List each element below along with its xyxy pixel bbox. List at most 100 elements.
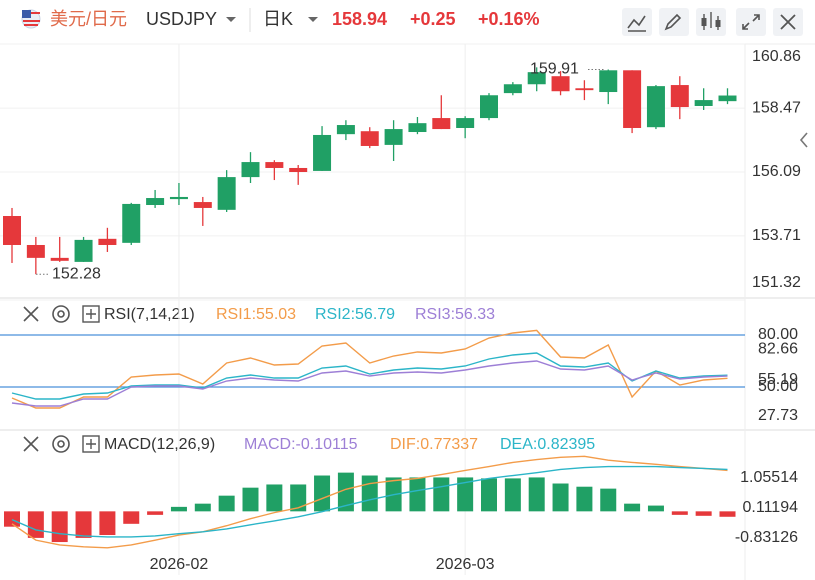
candle-body	[575, 88, 594, 91]
macd-bar	[218, 495, 235, 512]
candle-body	[289, 167, 308, 172]
candle-body	[217, 177, 236, 210]
candle-body	[98, 238, 117, 245]
candle-body	[169, 196, 188, 200]
y-tick-label: 82.66	[758, 341, 798, 358]
x-tick-label: 2026-02	[150, 556, 209, 573]
collapse-arrow[interactable]	[799, 132, 808, 148]
chart-type-icon	[701, 18, 707, 26]
fullscreen-button[interactable]	[736, 8, 766, 36]
remove-icon[interactable]	[23, 436, 39, 452]
rsi-title: RSI(7,14,21)	[104, 306, 195, 323]
add-icon	[86, 309, 96, 319]
macd-bar	[481, 478, 497, 512]
macd-line	[11, 465, 728, 538]
candle-body	[408, 123, 427, 133]
add-icon[interactable]	[82, 435, 100, 453]
price: 158.94	[332, 9, 387, 29]
candle-body	[646, 86, 665, 128]
y-tick-label: 27.73	[758, 407, 798, 424]
macd-bar	[170, 506, 187, 512]
macd-bar	[695, 511, 712, 516]
macd-bar	[75, 511, 92, 538]
fullscreen-icon	[742, 14, 760, 30]
macd-header-icons	[23, 435, 100, 453]
macd-bar	[147, 511, 164, 515]
close-icon	[780, 14, 796, 30]
rsi-line	[11, 352, 728, 400]
legend-entry: MACD:-0.10115	[244, 436, 358, 453]
legend-entry: DEA:0.82395	[500, 436, 595, 453]
candle-body	[336, 125, 355, 135]
macd-title: MACD(12,26,9)	[104, 436, 215, 453]
flag-canton	[22, 10, 31, 18]
candle-body	[265, 162, 284, 168]
candle-body	[718, 95, 737, 102]
macd-bar	[624, 503, 641, 512]
macd-bar	[361, 475, 378, 512]
candle-body	[241, 162, 260, 178]
candle-body	[503, 84, 522, 94]
settings-icon	[57, 440, 65, 448]
pair-name[interactable]: 美元/日元	[50, 9, 127, 29]
chart-type-icon	[715, 20, 721, 27]
settings-icon[interactable]	[52, 305, 70, 323]
min-label: 152.28	[52, 265, 101, 282]
macd-bar	[576, 486, 593, 512]
add-icon[interactable]	[82, 305, 100, 323]
candle-body	[384, 129, 403, 145]
candle-body	[313, 134, 332, 171]
symbol[interactable]: USDJPY	[146, 9, 217, 29]
macd-bar	[51, 511, 68, 543]
dropdown-arrow[interactable]	[308, 17, 318, 22]
toolbar	[622, 8, 803, 36]
change: +0.25	[410, 9, 456, 29]
macd-bar	[337, 472, 354, 512]
candle-body	[3, 216, 21, 245]
macd-bar	[457, 477, 474, 512]
candle-body	[599, 70, 618, 93]
macd-bar	[314, 475, 331, 512]
indicator-icon	[627, 15, 646, 32]
macd-bar	[266, 484, 283, 512]
add-icon	[86, 439, 96, 449]
candle-body	[50, 257, 69, 261]
y-tick-label: 55.19	[758, 371, 798, 388]
candle-body	[146, 198, 165, 206]
candle-body	[360, 131, 379, 146]
candle-body	[74, 239, 93, 262]
macd-bar	[27, 511, 44, 538]
y-tick-label: 156.09	[752, 163, 801, 180]
macd-bar	[242, 487, 259, 512]
macd-line	[11, 455, 728, 549]
macd-bar	[528, 477, 545, 512]
macd-bar	[4, 511, 20, 527]
y-tick-label: 158.47	[752, 99, 801, 116]
y-tick-label: 80.00	[758, 326, 798, 343]
draw-button[interactable]	[659, 8, 689, 36]
candle-body	[480, 95, 498, 119]
legend-entry: RSI2:56.79	[315, 306, 395, 323]
macd-bar	[671, 511, 688, 515]
candle-body	[122, 203, 141, 243]
candle-body	[623, 70, 642, 128]
change-pct: +0.16%	[478, 9, 540, 29]
y-tick-label: 151.32	[752, 274, 801, 291]
macd-bar	[552, 483, 569, 512]
candle-body	[527, 72, 546, 85]
macd-bar	[194, 503, 211, 512]
macd-bar	[99, 511, 116, 536]
macd-bar	[647, 505, 664, 512]
settings-icon[interactable]	[52, 435, 70, 453]
period[interactable]: 日K	[263, 9, 293, 29]
legend-entry: RSI1:55.03	[216, 306, 296, 323]
remove-icon[interactable]	[23, 306, 39, 322]
macd-bar	[600, 488, 617, 512]
x-tick-label: 2026-03	[436, 556, 495, 573]
macd-bar	[433, 477, 450, 512]
candle-body	[26, 244, 45, 258]
candle-body	[694, 100, 713, 106]
dropdown-arrow[interactable]	[226, 17, 236, 22]
